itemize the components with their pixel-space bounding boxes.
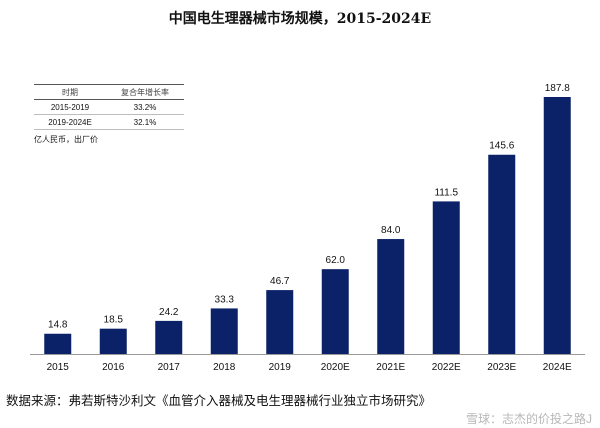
bar	[99, 328, 127, 354]
watermark: 雪球：志杰的价投之路J	[465, 412, 592, 426]
bar-value-label: 33.3	[215, 294, 235, 305]
x-tick-label: 2018	[213, 362, 236, 373]
cagr-row: 2015-2019 33.2%	[34, 100, 184, 115]
cagr-header-period: 时期	[62, 87, 78, 97]
bar-value-label: 145.6	[489, 141, 514, 152]
unit-note: 亿人民币，出厂价	[34, 135, 98, 144]
bar-value-label: 14.8	[48, 320, 68, 331]
x-tick-label: 2023E	[487, 362, 516, 373]
bar-value-label: 18.5	[104, 315, 124, 326]
x-tick-label: 2024E	[543, 362, 572, 373]
cagr-rate: 33.2%	[133, 102, 157, 112]
bar	[432, 201, 460, 354]
bar-value-label: 84.0	[381, 225, 401, 236]
bar	[377, 239, 405, 354]
cagr-row: 2019-2024E 32.1%	[34, 115, 184, 130]
cagr-header-rate: 复合年增长率	[121, 87, 169, 97]
bar-value-label: 111.5	[434, 187, 458, 198]
cagr-table-header: 时期 复合年增长率	[34, 84, 184, 100]
bar-value-label: 62.0	[326, 255, 346, 266]
bar-value-label: 24.2	[159, 307, 179, 318]
cagr-table: 时期 复合年增长率 2015-2019 33.2% 2019-2024E 32.…	[34, 84, 184, 145]
bar	[266, 290, 294, 354]
bar	[210, 308, 238, 354]
cagr-rate: 32.1%	[133, 117, 157, 127]
x-tick-label: 2016	[102, 362, 125, 373]
bar	[321, 269, 349, 354]
x-tick-label: 2020E	[321, 362, 350, 373]
cagr-period: 2019-2024E	[48, 117, 92, 127]
bar	[488, 154, 516, 354]
x-tick-label: 2019	[269, 362, 292, 373]
x-tick-label: 2015	[47, 362, 70, 373]
bar	[543, 97, 571, 354]
chart-title: 中国电生理器械市场规模，2015-2024E	[168, 11, 432, 27]
source-note: 数据来源：弗若斯特沙利文《血管介入器械及电生理器械行业独立市场研究》	[6, 393, 432, 408]
bar-value-label: 187.8	[545, 83, 570, 94]
bar-value-label: 46.7	[270, 276, 290, 287]
x-tick-label: 2017	[158, 362, 181, 373]
bar	[44, 333, 72, 354]
bar	[155, 320, 183, 354]
x-tick-label: 2022E	[432, 362, 461, 373]
x-tick-label: 2021E	[376, 362, 405, 373]
cagr-period: 2015-2019	[50, 102, 90, 112]
